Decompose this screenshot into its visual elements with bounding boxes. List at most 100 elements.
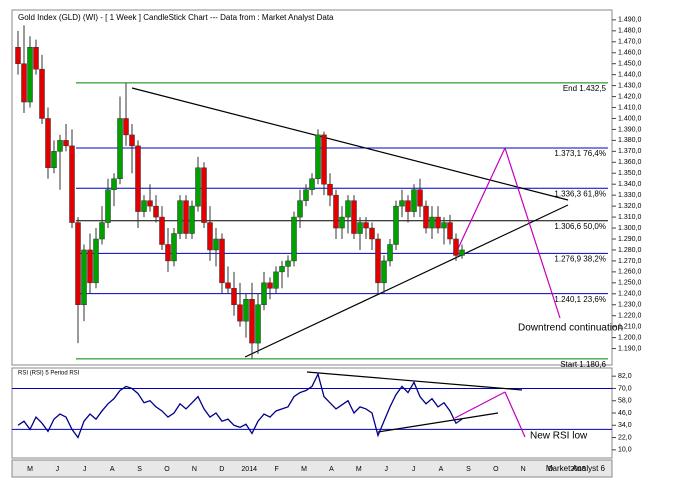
candle-body xyxy=(159,216,165,245)
x-tick-label: M xyxy=(301,466,307,473)
candle-body xyxy=(429,216,435,229)
candle-body xyxy=(123,118,129,136)
y-tick-label: 1.450,0 xyxy=(618,61,641,68)
fib-label: 1.373,1 76,4% xyxy=(554,149,606,158)
x-tick-label: M xyxy=(27,466,33,473)
annotation: New RSI low xyxy=(530,431,588,442)
x-tick-label: 2015 xyxy=(570,466,586,473)
candle-body xyxy=(393,205,399,245)
candle-body xyxy=(399,200,405,207)
y-tick-label: 1.420,0 xyxy=(618,93,641,100)
trendline xyxy=(504,391,526,438)
y-tick-label: 1.220,0 xyxy=(618,313,641,320)
y-tick-label: 1.200,0 xyxy=(618,334,641,341)
x-tick-label: N xyxy=(192,466,197,473)
candle-body xyxy=(255,304,261,344)
candle-body xyxy=(375,238,381,284)
candle-body xyxy=(165,244,171,262)
trendline xyxy=(504,147,561,319)
candle-body xyxy=(279,266,285,273)
chart-title: Gold Index (GLD) (WI) - [ 1 Week ] Candl… xyxy=(18,13,334,22)
candle-body xyxy=(303,189,309,201)
candle-body xyxy=(237,304,243,322)
x-tick-label: F xyxy=(274,466,278,473)
rsi-tick-label: 22,0 xyxy=(618,434,632,441)
trendline xyxy=(306,371,523,391)
x-tick-label: D xyxy=(219,466,224,473)
trendline xyxy=(131,87,569,201)
candle-body xyxy=(333,194,339,229)
candle-body xyxy=(441,222,447,229)
candle-body xyxy=(105,189,111,223)
fib-label: 1.240,1 23,6% xyxy=(554,295,606,304)
x-tick-label: 2014 xyxy=(241,466,257,473)
candle-body xyxy=(99,222,105,240)
x-tick-label: J xyxy=(83,466,87,473)
candle-body xyxy=(447,222,453,240)
y-tick-label: 1.390,0 xyxy=(618,126,641,133)
candle-body xyxy=(171,233,177,262)
y-tick-label: 1.410,0 xyxy=(618,104,641,111)
candle-body xyxy=(21,63,27,103)
candle-body xyxy=(51,151,57,169)
rsi-tick-label: 34,0 xyxy=(618,422,632,429)
candle-body xyxy=(33,47,39,70)
candle-body xyxy=(339,216,345,229)
trendline xyxy=(454,147,506,256)
y-tick-label: 1.350,0 xyxy=(618,170,641,177)
candle-body xyxy=(39,68,45,119)
y-tick-label: 1.250,0 xyxy=(618,280,641,287)
rsi-tick-label: 58,0 xyxy=(618,398,632,405)
candle-body xyxy=(381,260,387,284)
candle-body xyxy=(291,216,297,262)
candle-body xyxy=(183,200,189,234)
candle-body xyxy=(45,118,51,169)
candle-body xyxy=(261,282,267,305)
y-tick-label: 1.230,0 xyxy=(618,302,641,309)
candle-body xyxy=(309,178,315,190)
candle-body xyxy=(141,200,147,212)
x-tick-label: M xyxy=(356,466,362,473)
y-tick-label: 1.270,0 xyxy=(618,258,641,265)
candle-body xyxy=(201,167,207,223)
candle-body xyxy=(135,145,141,212)
y-tick-label: 1.490,0 xyxy=(618,17,641,24)
price-panel xyxy=(11,9,613,366)
candle-body xyxy=(297,200,303,218)
candle-body xyxy=(285,260,291,267)
x-tick-label: S xyxy=(466,466,471,473)
y-tick-label: 1.430,0 xyxy=(618,82,641,89)
candle-body xyxy=(27,47,33,103)
y-tick-label: 1.240,0 xyxy=(618,291,641,298)
candle-body xyxy=(63,140,69,147)
candle-body xyxy=(87,249,93,284)
y-tick-label: 1.360,0 xyxy=(618,159,641,166)
fib-label: 1.336,3 61,8% xyxy=(554,189,606,198)
candle-body xyxy=(411,189,417,212)
rsi-tick-label: 82,0 xyxy=(618,373,632,380)
rsi-tick-label: 10,0 xyxy=(618,447,632,454)
candle-body xyxy=(147,200,153,207)
candle-body xyxy=(357,222,363,234)
fib-label: 1.276,9 38,2% xyxy=(554,254,606,263)
candle-body xyxy=(327,183,333,196)
time-axis xyxy=(11,459,613,478)
fib-label: 1.306,6 50,0% xyxy=(554,222,606,231)
fib-label: End 1.432,5 xyxy=(563,84,607,93)
x-tick-label: J xyxy=(412,466,416,473)
rsi-line xyxy=(17,372,463,439)
y-tick-label: 1.260,0 xyxy=(618,269,641,276)
candle-body xyxy=(117,118,123,179)
candle-body xyxy=(273,271,279,289)
candle-body xyxy=(405,200,411,212)
candle-body xyxy=(321,134,327,185)
y-tick-label: 1.440,0 xyxy=(618,71,641,78)
y-tick-label: 1.210,0 xyxy=(618,323,641,330)
x-tick-label: A xyxy=(110,466,115,473)
x-tick-label: O xyxy=(493,466,499,473)
y-tick-label: 1.460,0 xyxy=(618,50,641,57)
candle-body xyxy=(15,47,21,64)
y-tick-label: 1.380,0 xyxy=(618,137,641,144)
fib-label: Start 1.180,6 xyxy=(560,360,606,369)
candle-body xyxy=(75,222,81,305)
